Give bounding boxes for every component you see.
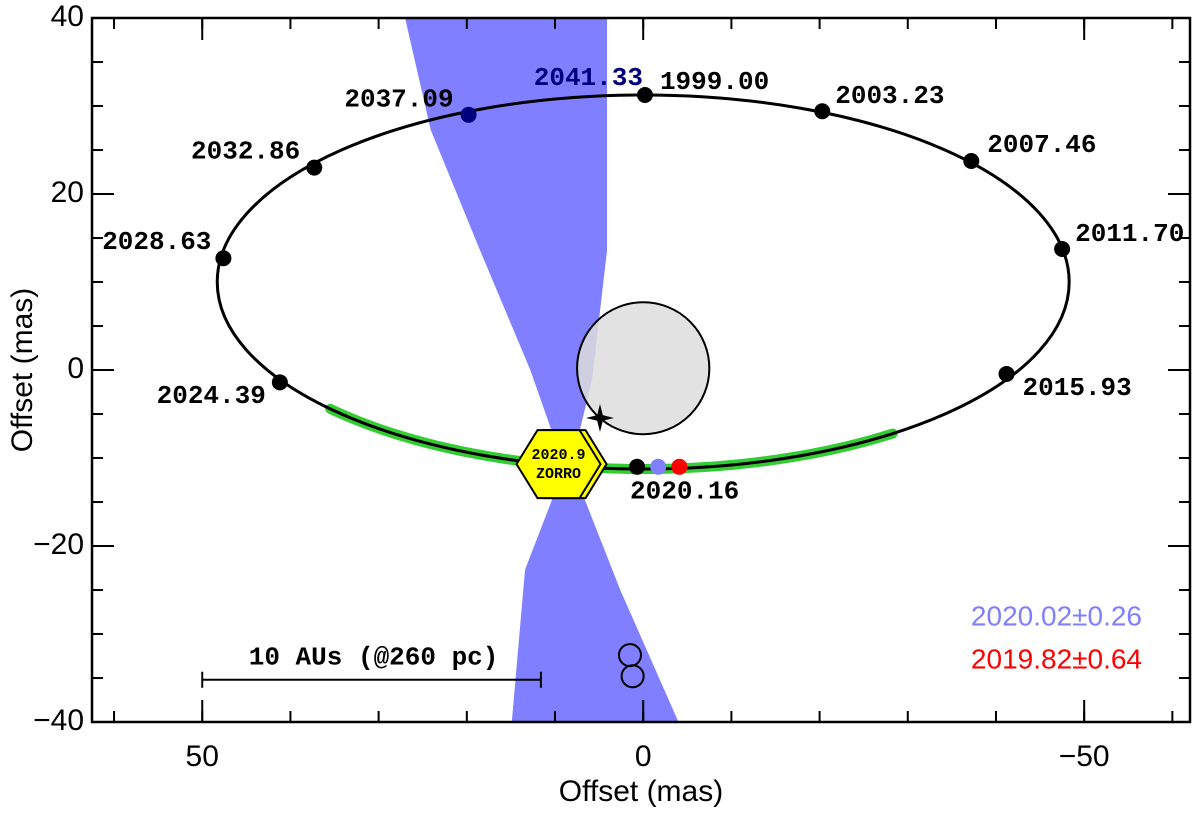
epoch-point (629, 458, 646, 475)
disk-circle (576, 301, 711, 436)
epoch-point (636, 87, 653, 103)
scale-bar-label: 10 AUs (@260 pc) (249, 643, 499, 673)
epoch-label: 2020.16 (630, 477, 739, 507)
measurement-point (671, 458, 688, 475)
epoch-label: 1999.00 (660, 67, 769, 97)
y-tick-label: 40 (51, 0, 84, 33)
epoch-label: 2007.46 (987, 130, 1096, 160)
epoch-point (998, 365, 1015, 382)
epoch-point (963, 153, 980, 169)
region (405, 18, 679, 722)
measurement-point (650, 458, 667, 475)
epoch-label: 2015.93 (1023, 373, 1132, 403)
y-tick-label: −20 (33, 528, 84, 561)
epoch-label: 2037.09 (344, 85, 453, 115)
marker (515, 429, 602, 500)
legend-entry: 2020.02±0.26 (971, 600, 1142, 631)
epoch-point (460, 106, 477, 123)
marker-label: ZORRO (536, 466, 581, 483)
epoch-point (1054, 241, 1071, 257)
open-circle (620, 664, 645, 689)
x-tick-label: 0 (635, 740, 652, 773)
epoch-label: 2024.39 (157, 381, 266, 411)
y-tick-label: 0 (67, 352, 84, 385)
epoch-point (814, 103, 831, 120)
x-tick-label: −50 (1059, 740, 1110, 773)
y-tick-label: 20 (51, 176, 84, 209)
star (585, 403, 614, 432)
epoch-label: 2011.70 (1075, 219, 1184, 249)
epoch-point (271, 374, 288, 391)
x-axis-label: Offset (mas) (559, 775, 723, 808)
epoch-label: 2028.63 (102, 227, 211, 257)
y-axis-label: Offset (mas) (6, 288, 39, 452)
epoch-label: 2003.23 (835, 81, 944, 111)
x-tick-label: 50 (186, 740, 219, 773)
epoch-label: 2032.86 (191, 136, 300, 166)
epoch-label: 2041.33 (534, 63, 643, 93)
epoch-point (215, 250, 232, 267)
epoch-point (306, 159, 323, 176)
y-tick-label: −40 (33, 704, 84, 737)
legend-entry: 2019.82±0.64 (971, 643, 1142, 674)
marker-label: 2020.9 (532, 447, 586, 464)
